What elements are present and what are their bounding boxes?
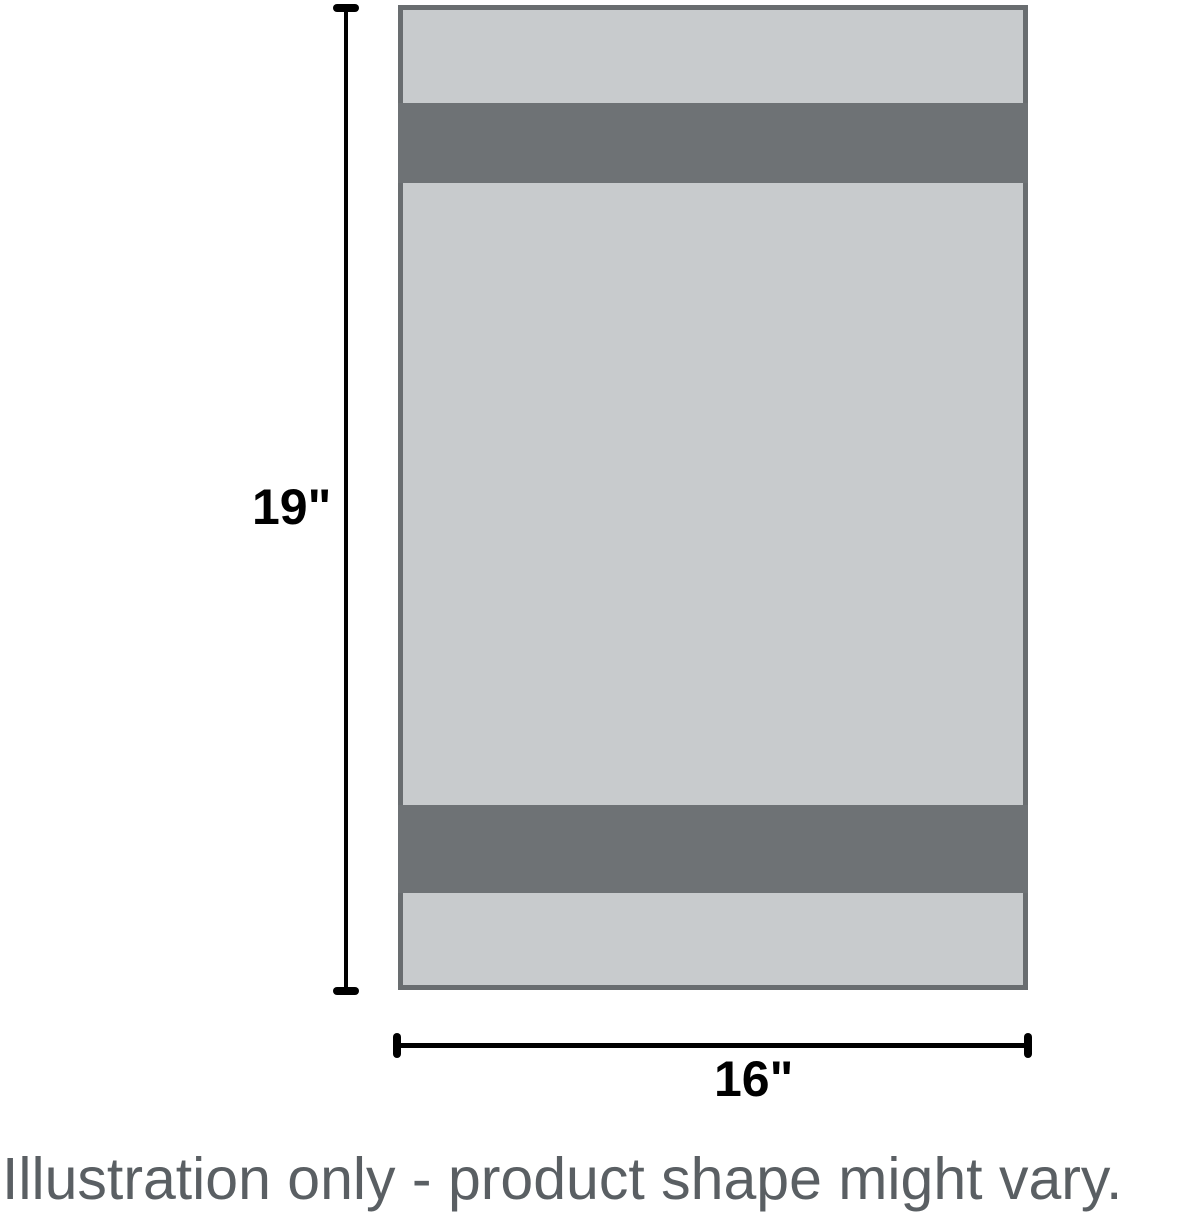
width-dimension-line — [397, 1043, 1028, 1048]
product-stripe-bottom — [398, 805, 1028, 893]
height-dimension-cap-top — [333, 4, 359, 12]
height-dimension-cap-bottom — [333, 987, 359, 995]
height-dimension-label: 19" — [252, 479, 332, 535]
product-stripe-top — [398, 103, 1028, 183]
caption-text: Illustration only - product shape might … — [2, 1146, 1123, 1212]
height-dimension-line — [344, 8, 348, 990]
width-dimension-label: 16" — [714, 1051, 794, 1107]
width-dimension-cap-right — [1024, 1033, 1032, 1058]
width-dimension-cap-left — [393, 1033, 401, 1058]
